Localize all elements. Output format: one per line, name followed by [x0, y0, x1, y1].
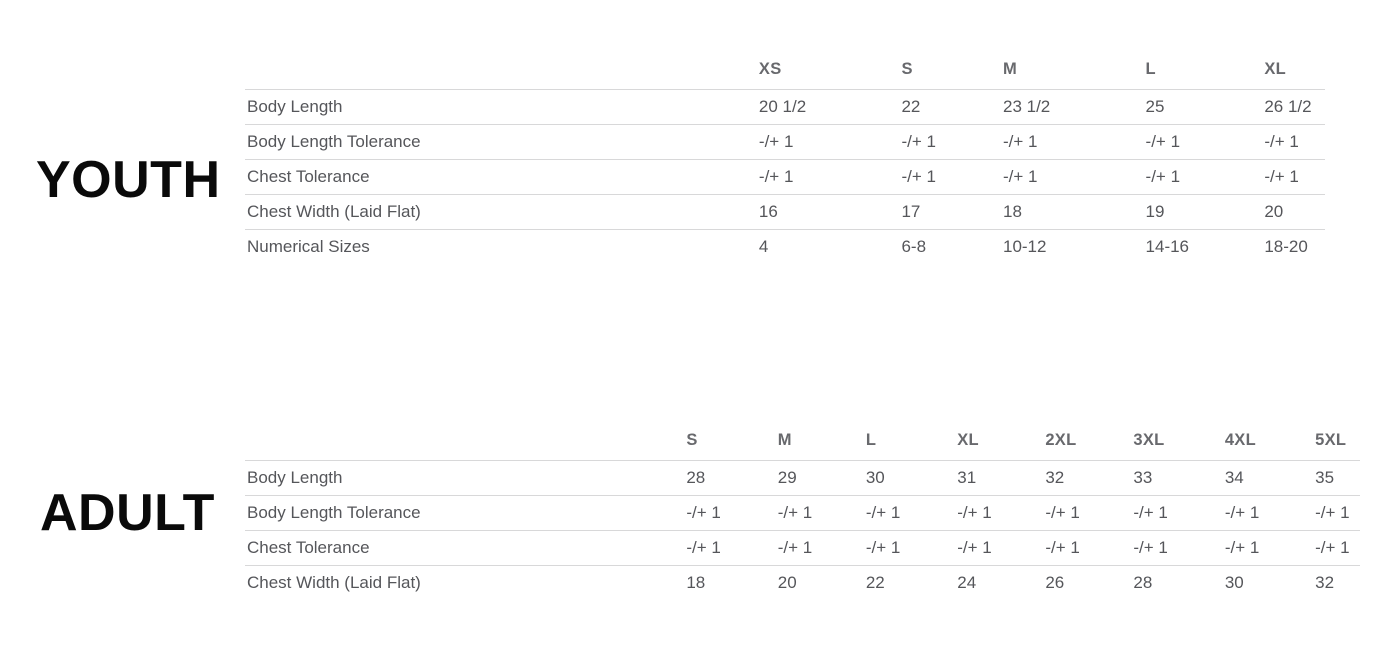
- cell-value: 20: [777, 573, 797, 593]
- row-label: Body Length: [245, 460, 685, 496]
- table-row: Body Length Tolerance -/+ 1 -/+ 1 -/+ 1 -/+ …: [245, 124, 1325, 160]
- cell-value: 10-12: [1002, 237, 1047, 257]
- size-column-header: M: [775, 429, 864, 461]
- youth-size-table: XS S M L XL Body Length 20 1/2 22 23 1/2 25 26 1/…: [245, 58, 1325, 265]
- cell-value: -/+ 1: [1313, 530, 1360, 566]
- youth-size-table-container: XS S M L XL Body Length 20 1/2 22 23 1/2 25 26 1/…: [245, 58, 1325, 265]
- table-row: Body Length 20 1/2 22 23 1/2 25 26 1/2: [245, 89, 1325, 125]
- table-row: Chest Tolerance -/+ 1 -/+ 1 -/+ 1 -/+ 1 -/+ 1: [245, 159, 1325, 195]
- size-column-header: 5XL: [1313, 429, 1360, 461]
- cell-value: -/+ 1: [1222, 495, 1314, 531]
- size-column-header: 4XL: [1222, 429, 1314, 461]
- cell-value: -/+ 1: [863, 495, 956, 531]
- cell-value: -/+ 1: [1000, 159, 1144, 195]
- youth-header-row: XS S M L XL: [245, 58, 1325, 90]
- table-row: Body Length 28 29 30 31 32 33 34 35: [245, 460, 1360, 496]
- size-column-header: L: [1143, 58, 1263, 90]
- cell-value: -/+ 1: [684, 495, 776, 531]
- cell-value: 24: [957, 573, 977, 593]
- cell-value: -/+ 1: [1131, 495, 1223, 531]
- cell-value: -/+ 1: [1262, 124, 1325, 160]
- cell-value: 4: [758, 237, 769, 257]
- cell-value: 20: [1262, 194, 1325, 230]
- row-label: Body Length Tolerance: [245, 124, 757, 160]
- cell-value: 30: [863, 460, 956, 496]
- cell-value: -/+ 1: [756, 124, 900, 160]
- table-row: Chest Width (Laid Flat) 18 20 22 24 26 28 30 32: [245, 566, 1360, 601]
- cell-value: -/+ 1: [1043, 495, 1132, 531]
- cell-value: 25: [1143, 89, 1263, 125]
- youth-section-title: YOUTH: [36, 151, 221, 209]
- cell-value: -/+ 1: [1262, 159, 1325, 195]
- row-label: Chest Tolerance: [245, 530, 685, 566]
- cell-value: 30: [1224, 573, 1244, 593]
- cell-value: -/+ 1: [955, 495, 1044, 531]
- cell-value: -/+ 1: [1143, 159, 1263, 195]
- cell-value: -/+ 1: [863, 530, 956, 566]
- cell-value: -/+ 1: [899, 124, 1001, 160]
- cell-value: -/+ 1: [756, 159, 900, 195]
- size-column-header: XL: [955, 429, 1044, 461]
- cell-value: 18: [1000, 194, 1144, 230]
- adult-header-row: S M L XL 2XL 3XL 4XL 5XL: [245, 429, 1360, 461]
- cell-value: 31: [955, 460, 1044, 496]
- cell-value: -/+ 1: [1000, 124, 1144, 160]
- adult-size-table-container: S M L XL 2XL 3XL 4XL 5XL Body Length 28 29 30 31 32 3…: [245, 429, 1360, 601]
- size-column-header: XS: [756, 58, 900, 90]
- cell-value: 23 1/2: [1000, 89, 1144, 125]
- cell-value: 6-8: [901, 237, 927, 257]
- cell-value: 22: [899, 89, 1001, 125]
- cell-value: -/+ 1: [775, 530, 864, 566]
- cell-value: 16: [756, 194, 900, 230]
- cell-value: 19: [1143, 194, 1263, 230]
- cell-value: 20 1/2: [756, 89, 900, 125]
- cell-value: -/+ 1: [1313, 495, 1360, 531]
- cell-value: -/+ 1: [1143, 124, 1263, 160]
- size-column-header: L: [863, 429, 956, 461]
- size-column-header: XL: [1262, 58, 1325, 90]
- cell-value: -/+ 1: [955, 530, 1044, 566]
- size-column-header: 3XL: [1131, 429, 1223, 461]
- cell-value: 32: [1043, 460, 1132, 496]
- cell-value: -/+ 1: [1043, 530, 1132, 566]
- empty-corner-cell: [245, 429, 685, 461]
- cell-value: 26 1/2: [1262, 89, 1325, 125]
- cell-value: 34: [1222, 460, 1314, 496]
- size-column-header: S: [684, 429, 776, 461]
- row-label: Numerical Sizes: [247, 237, 370, 257]
- row-label: Chest Width (Laid Flat): [247, 573, 421, 593]
- cell-value: -/+ 1: [684, 530, 776, 566]
- cell-value: 28: [684, 460, 776, 496]
- table-row: Chest Width (Laid Flat) 16 17 18 19 20: [245, 194, 1325, 230]
- cell-value: -/+ 1: [1131, 530, 1223, 566]
- cell-value: 35: [1313, 460, 1360, 496]
- table-row: Chest Tolerance -/+ 1 -/+ 1 -/+ 1 -/+ 1 -/+ 1…: [245, 530, 1360, 566]
- empty-corner-cell: [245, 58, 757, 90]
- cell-value: 22: [865, 573, 885, 593]
- cell-value: 14-16: [1145, 237, 1190, 257]
- cell-value: 33: [1131, 460, 1223, 496]
- cell-value: 29: [775, 460, 864, 496]
- row-label: Chest Tolerance: [245, 159, 757, 195]
- cell-value: -/+ 1: [775, 495, 864, 531]
- size-column-header: 2XL: [1043, 429, 1132, 461]
- table-row: Body Length Tolerance -/+ 1 -/+ 1 -/+ 1 -/+ …: [245, 495, 1360, 531]
- cell-value: -/+ 1: [899, 159, 1001, 195]
- cell-value: -/+ 1: [1222, 530, 1314, 566]
- cell-value: 17: [899, 194, 1001, 230]
- adult-size-table: S M L XL 2XL 3XL 4XL 5XL Body Length 28 29 30 31 32 3…: [245, 429, 1360, 601]
- cell-value: 28: [1133, 573, 1153, 593]
- size-column-header: M: [1000, 58, 1144, 90]
- table-row: Numerical Sizes 4 6-8 10-12 14-16 18-20: [245, 230, 1325, 265]
- cell-value: 18: [686, 573, 706, 593]
- row-label: Body Length Tolerance: [245, 495, 685, 531]
- cell-value: 26: [1045, 573, 1065, 593]
- row-label: Body Length: [245, 89, 757, 125]
- cell-value: 32: [1315, 573, 1335, 593]
- cell-value: 18-20: [1264, 237, 1308, 257]
- row-label: Chest Width (Laid Flat): [245, 194, 757, 230]
- adult-section-title: ADULT: [40, 484, 215, 542]
- size-column-header: S: [899, 58, 1001, 90]
